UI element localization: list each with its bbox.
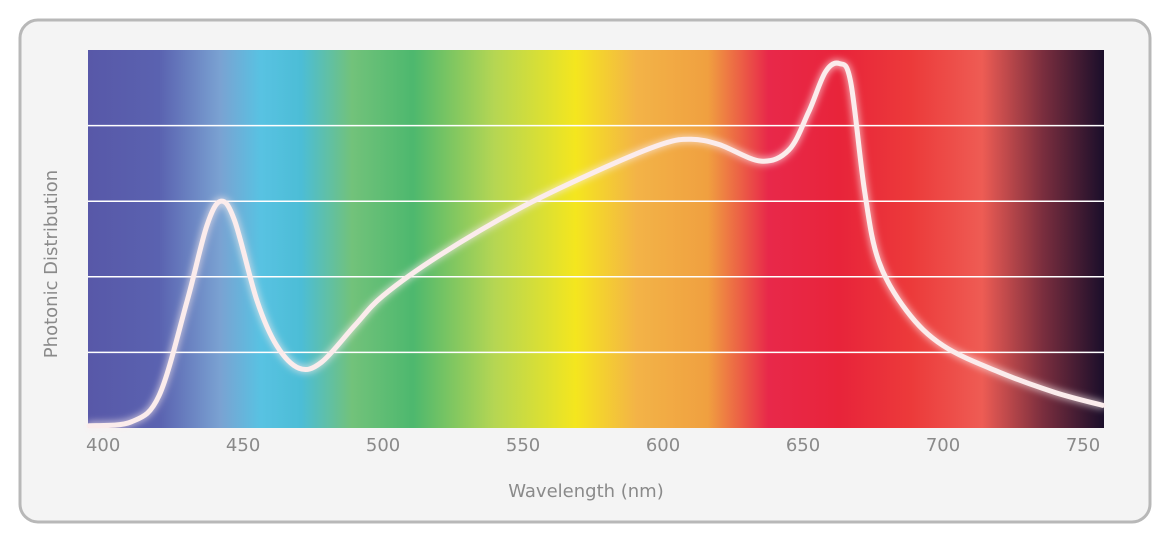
plot-area — [88, 50, 1104, 428]
x-tick-label: 600 — [646, 435, 680, 456]
x-tick-label: 650 — [786, 435, 820, 456]
x-tick-label: 450 — [226, 435, 260, 456]
x-tick-label: 700 — [926, 435, 960, 456]
x-tick-label: 550 — [506, 435, 540, 456]
x-tick-label: 400 — [86, 435, 120, 456]
y-axis-label: Photonic Distribution — [41, 170, 62, 358]
x-tick-label: 500 — [366, 435, 400, 456]
x-tick-label: 750 — [1066, 435, 1100, 456]
x-axis-label: Wavelength (nm) — [508, 481, 664, 502]
spectrum-line — [86, 60, 1106, 429]
